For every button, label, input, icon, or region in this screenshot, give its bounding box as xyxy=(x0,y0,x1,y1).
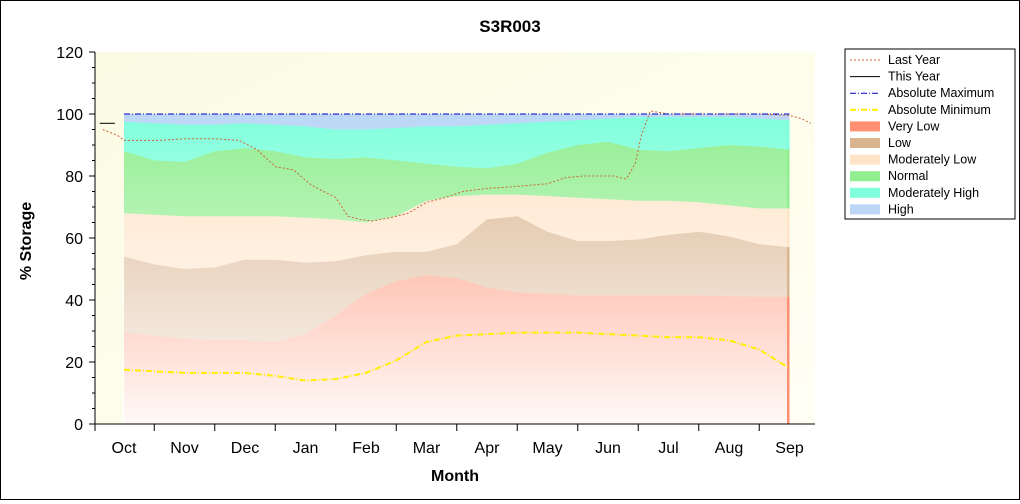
legend-label: High xyxy=(888,202,914,216)
legend-item-this-year: This Year xyxy=(850,70,940,84)
x-tick-label: Mar xyxy=(413,440,441,457)
legend-label: Last Year xyxy=(888,53,940,67)
y-tick-label: 100 xyxy=(56,107,83,124)
x-tick-label: Apr xyxy=(475,440,501,457)
y-tick-label: 80 xyxy=(65,169,83,186)
x-tick-label: Sep xyxy=(775,440,804,457)
bands-fade xyxy=(123,113,787,424)
legend-label: Low xyxy=(888,136,912,150)
legend-swatch xyxy=(850,154,880,165)
legend-item-normal: Normal xyxy=(850,169,928,183)
legend-label: Absolute Maximum xyxy=(888,86,994,100)
y-axis-ticks: 0 20 40 60 80 100 120 xyxy=(56,45,95,434)
x-tick-label: Jul xyxy=(658,440,678,457)
legend-label: Very Low xyxy=(888,119,940,133)
x-tick-label: Jan xyxy=(293,440,319,457)
y-tick-label: 0 xyxy=(74,417,83,434)
legend-label: Moderately High xyxy=(888,186,979,200)
x-axis-ticks: Oct Nov Dec Jan Feb Mar Apr May Jun Jul Aug Sep xyxy=(94,424,804,457)
legend-item-moderately-low: Moderately Low xyxy=(850,153,977,167)
legend-item-absolute-minimum: Absolute Minimum xyxy=(850,103,991,117)
legend-item-absolute-maximum: Absolute Maximum xyxy=(850,86,994,100)
legend: Last Year This Year Absolute Maximum Absolu… xyxy=(850,53,994,216)
x-tick-label: Feb xyxy=(352,440,380,457)
x-tick-label: Aug xyxy=(715,440,743,457)
legend-item-high: High xyxy=(850,202,914,216)
legend-item-moderately-high: Moderately High xyxy=(850,186,979,200)
y-tick-label: 20 xyxy=(65,355,83,372)
legend-swatch xyxy=(850,187,880,198)
y-tick-label: 40 xyxy=(65,293,83,310)
x-tick-label: Nov xyxy=(170,440,198,457)
x-tick-label: May xyxy=(532,440,562,457)
legend-label: Normal xyxy=(888,169,928,183)
legend-label: This Year xyxy=(888,70,940,84)
y-axis-label: % Storage xyxy=(18,202,35,280)
x-tick-label: Jun xyxy=(595,440,621,457)
legend-swatch xyxy=(850,171,880,182)
line-last-year xyxy=(102,110,811,222)
legend-item-very-low: Very Low xyxy=(850,119,940,133)
data-lines xyxy=(99,110,811,382)
legend-label: Absolute Minimum xyxy=(888,103,991,117)
legend-item-last-year: Last Year xyxy=(850,53,940,67)
chart-title: S3R003 xyxy=(479,17,540,36)
y-tick-label: 120 xyxy=(56,45,83,62)
x-axis-label: Month xyxy=(431,468,479,485)
legend-swatch xyxy=(850,121,880,132)
legend-item-low: Low xyxy=(850,136,912,150)
y-tick-label: 60 xyxy=(65,231,83,248)
legend-swatch xyxy=(850,138,880,148)
x-tick-label: Dec xyxy=(231,440,259,457)
x-tick-label: Oct xyxy=(112,440,137,457)
legend-label: Moderately Low xyxy=(888,153,977,167)
legend-swatch xyxy=(850,204,880,215)
line-absolute-minimum xyxy=(123,331,791,382)
